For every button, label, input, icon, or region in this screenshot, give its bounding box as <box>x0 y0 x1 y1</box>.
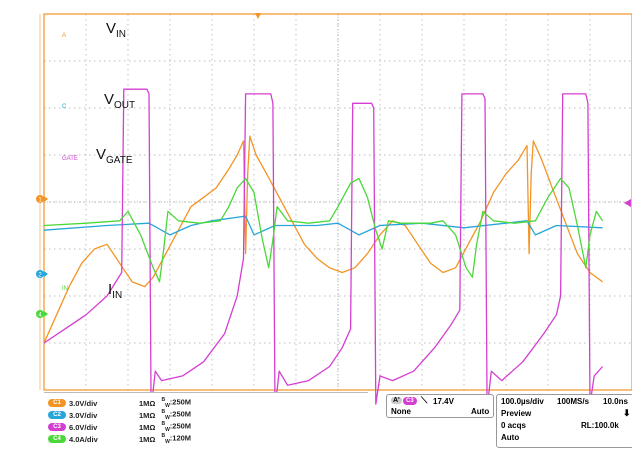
trigger-channel-badge: C3 <box>403 397 417 405</box>
channel-impedance: 1MΩ <box>139 410 156 420</box>
signal-label-in: IIN <box>108 281 122 301</box>
trace-in <box>43 177 604 283</box>
acquisition-state: Preview <box>501 409 532 418</box>
ground-marker-4[interactable] <box>36 310 44 318</box>
trigger-slope-icon: ⟍ <box>421 395 428 405</box>
channel-bandwidth: BW:250M <box>161 397 192 409</box>
channel-impedance: 1MΩ <box>139 398 156 408</box>
channel-vdiv: 6.0V/div <box>69 422 98 432</box>
signal-label-gate: VGATE <box>96 146 133 166</box>
channel-impedance: 1MΩ <box>139 434 156 444</box>
channel-badge: C3 <box>48 423 66 431</box>
channel-badge: C1 <box>48 399 66 407</box>
channel-bandwidth: BW:250M <box>161 409 192 421</box>
timebase-settings-box[interactable]: 100.0µs/div 100MS/s 10.0ns Preview ⬇ 0 a… <box>496 394 632 448</box>
ground-marker-2[interactable] <box>36 270 44 278</box>
signal-label-a: VIN <box>106 20 126 40</box>
trace-label-gate: GATE <box>62 156 78 162</box>
acquisition-mode: Auto <box>501 433 520 442</box>
traces <box>43 88 604 410</box>
ground-marker-label: 1 <box>38 198 42 204</box>
trigger-mode-left: None <box>391 407 411 416</box>
acquisition-count: 0 acqs <box>501 421 526 430</box>
ground-marker-1[interactable] <box>36 195 44 203</box>
trigger-level: 17.4V <box>433 397 454 406</box>
trigger-mode-right: Auto <box>471 407 490 416</box>
trigger-settings-box[interactable]: A' C3 ⟍ 17.4V None Auto <box>386 394 494 418</box>
channel-impedance: 1MΩ <box>139 422 156 432</box>
trace-label-c: C <box>62 104 67 110</box>
trace-c <box>43 215 603 236</box>
channel-row-c2[interactable]: C2 3.0V/div 1MΩ BW:250M <box>48 409 192 421</box>
channel-row-c1[interactable]: C1 3.0V/div 1MΩ BW:250M <box>48 397 192 409</box>
ground-marker-arrow <box>44 196 48 202</box>
channel-vdiv: 3.0V/div <box>69 398 98 408</box>
download-icon: ⬇ <box>623 408 631 418</box>
trace-gate <box>43 88 604 410</box>
channel-badge: C2 <box>48 411 66 419</box>
channel-row-c4[interactable]: C4 4.0A/div 1MΩ BW:120M <box>48 433 192 445</box>
channel-vdiv: 3.0V/div <box>69 410 98 420</box>
channel-vdiv: 4.0A/div <box>69 434 98 444</box>
trace-label-in: IN <box>62 286 68 292</box>
trigger-position-icon <box>255 13 261 19</box>
trigger-level-icon <box>624 199 631 207</box>
ground-markers: 1 2 4 <box>36 195 48 319</box>
ground-marker-arrow <box>44 311 48 317</box>
channel-bandwidth: BW:120M <box>161 433 192 445</box>
channel-settings-panel: C1 3.0V/div 1MΩ BW:250M C2 3.0V/div 1MΩ BW:25… <box>44 392 368 449</box>
channel-row-c3[interactable]: C3 6.0V/div 1MΩ BW:250M <box>48 421 192 433</box>
channel-bandwidth: BW:250M <box>161 421 192 433</box>
ground-marker-label: 2 <box>38 273 42 279</box>
trigger-label-badge: A' <box>391 397 402 404</box>
channel-badge: C4 <box>48 435 66 443</box>
plot-grid <box>44 14 632 390</box>
signal-labels: VIN VOUT VGATE IIN <box>96 20 135 301</box>
sample-rate: 100MS/s <box>557 397 590 406</box>
ground-marker-label: 4 <box>38 313 42 319</box>
resolution: 10.0ns <box>603 397 628 406</box>
ground-marker-arrow <box>44 271 48 277</box>
timebase-div: 100.0µs/div <box>501 397 544 406</box>
signal-label-c: VOUT <box>104 91 135 111</box>
record-length: RL:100.0k <box>581 421 619 430</box>
trace-label-a: A <box>62 33 66 39</box>
